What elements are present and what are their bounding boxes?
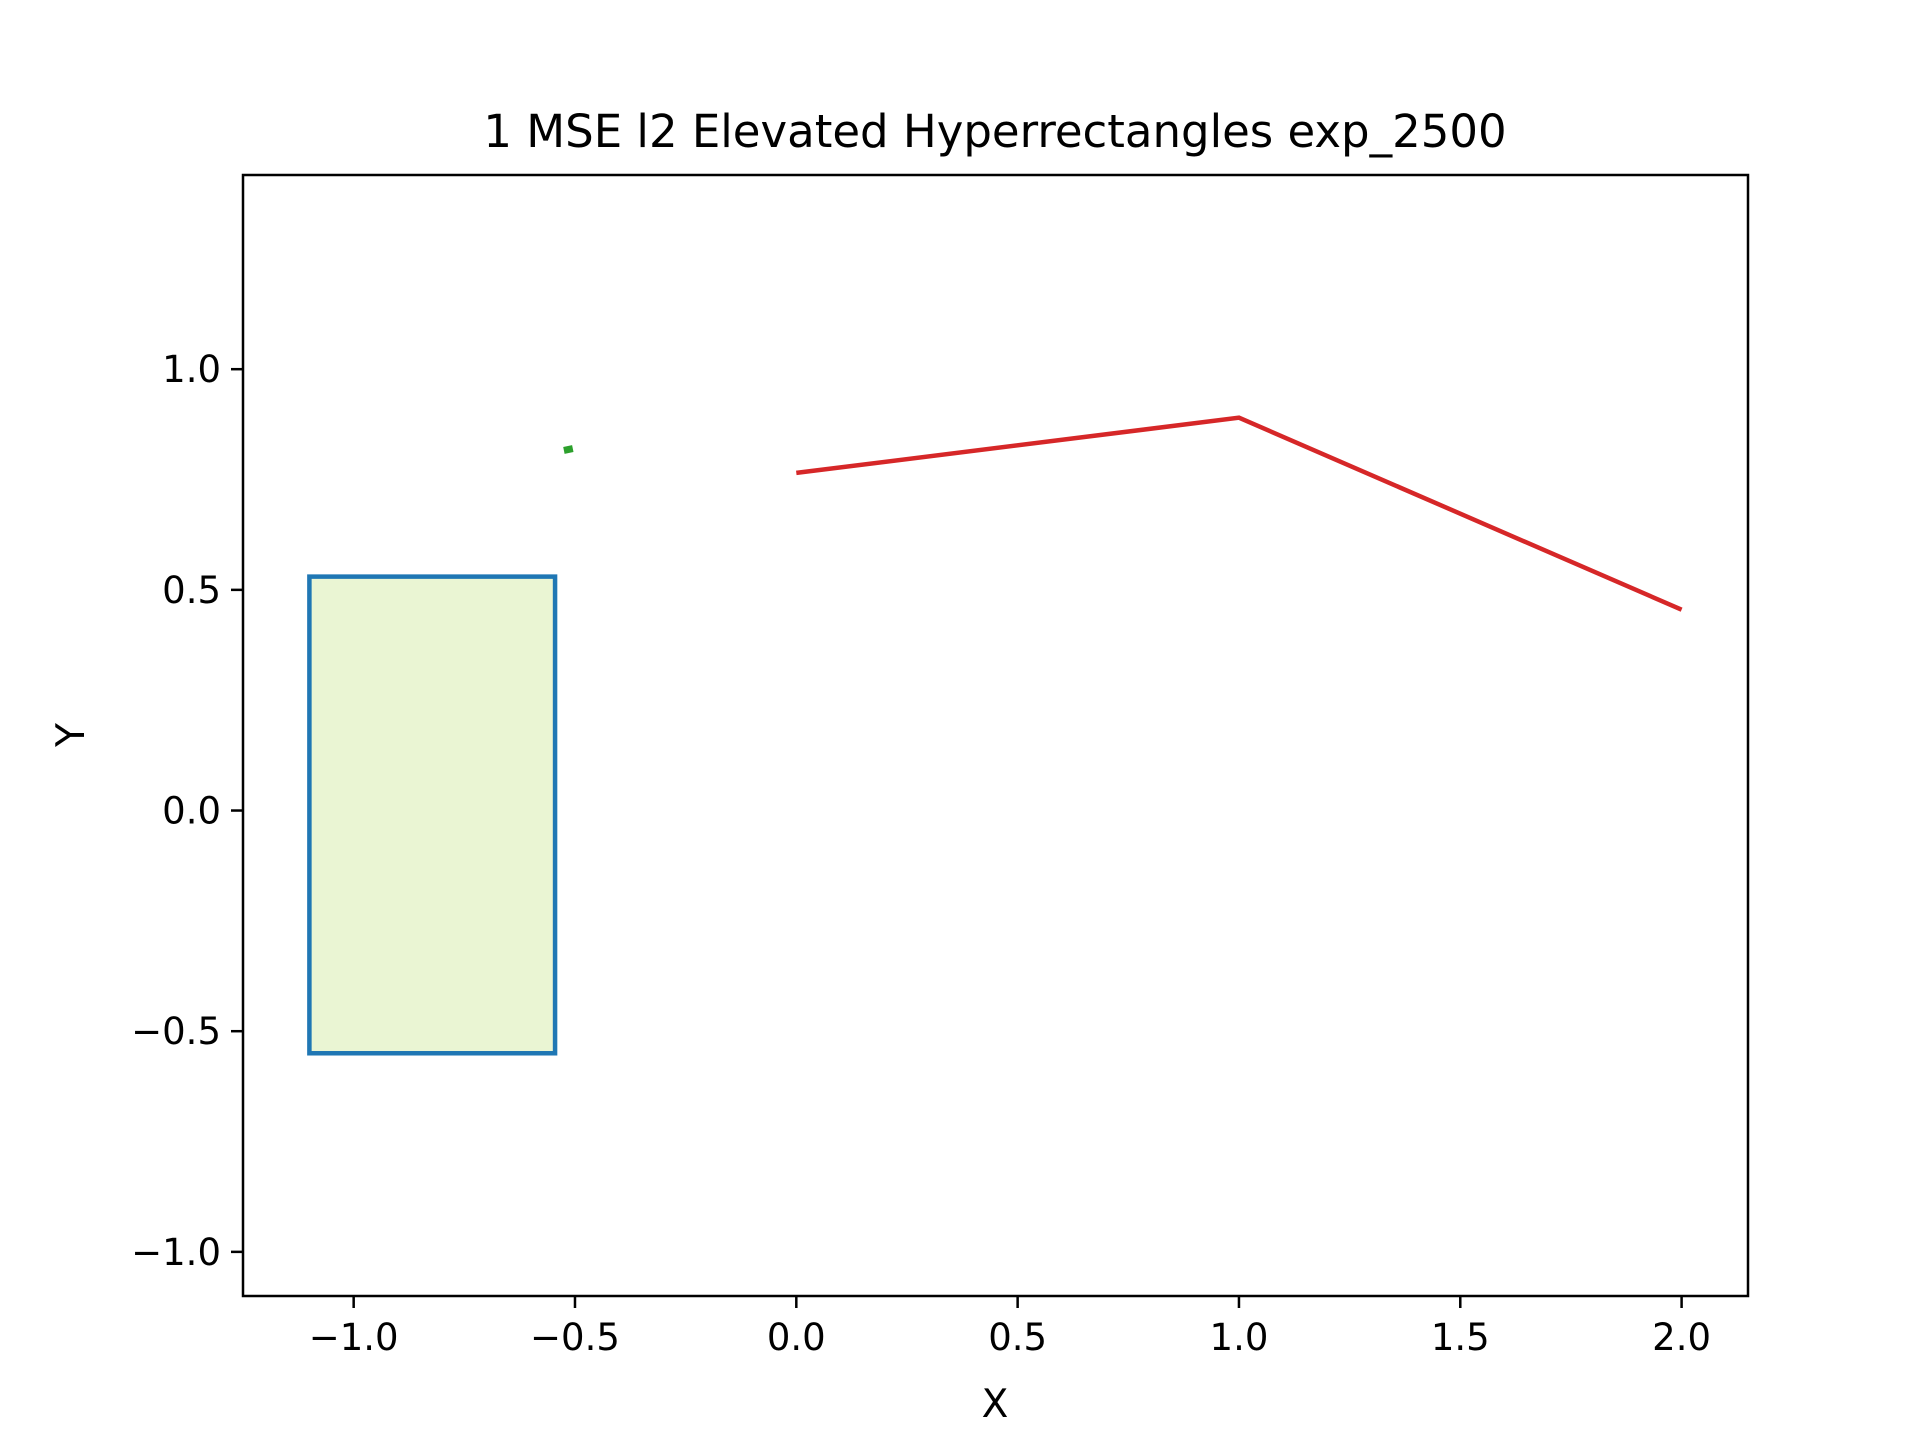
series-line-1 [563,445,574,454]
y-tick-label: 1.0 [162,348,221,391]
y-tick-label: 0.0 [162,790,221,833]
x-tick-label: −0.5 [530,1316,620,1359]
y-tick-label: −1.0 [131,1231,221,1274]
series-line-2 [796,415,1683,612]
x-axis-label: X [982,1382,1009,1427]
y-axis-label: Y [49,723,94,748]
x-tick-label: 1.0 [1210,1316,1269,1359]
axes-frame [241,173,1750,1298]
x-tick-label: 0.0 [767,1316,826,1359]
x-tick-label: 1.5 [1431,1316,1490,1359]
x-tick-label: 2.0 [1652,1316,1711,1359]
plot-area [307,415,1683,1056]
y-axis: −1.0 −0.5 0.0 0.5 1.0 [131,348,243,1274]
chart-title: 1 MSE l2 Elevated Hyperrectangles exp_25… [483,105,1506,158]
x-axis: −1.0 −0.5 0.0 0.5 1.0 1.5 2.0 [309,1296,1711,1359]
x-tick-label: −1.0 [309,1316,399,1359]
y-tick-label: −0.5 [131,1010,221,1053]
hyperrectangle [307,574,558,1056]
y-tick-label: 0.5 [162,569,221,612]
x-tick-label: 0.5 [988,1316,1047,1359]
